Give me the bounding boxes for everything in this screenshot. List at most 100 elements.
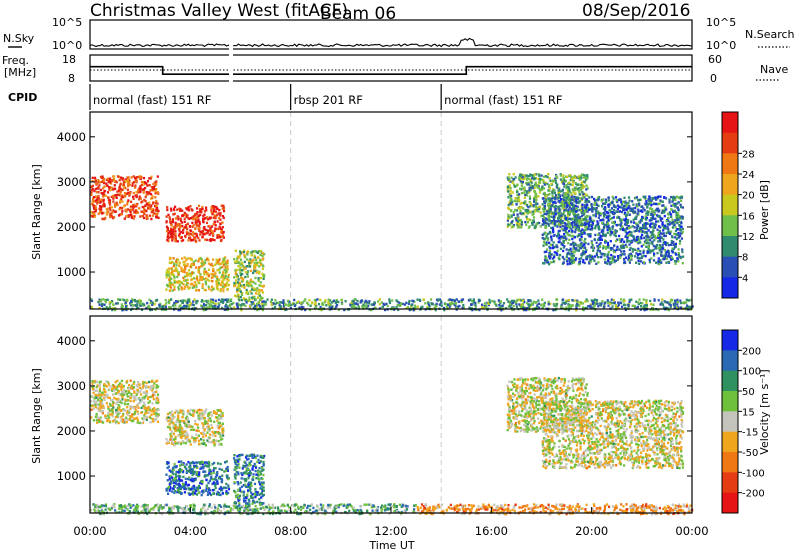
- range-gate-cell: [640, 228, 642, 230]
- range-gate-cell: [672, 226, 674, 228]
- date-label: 08/Sep/2016: [582, 1, 690, 21]
- range-gate-cell: [93, 207, 95, 209]
- range-gate-cell: [130, 214, 132, 216]
- range-gate-cell: [681, 196, 683, 198]
- range-gate-cell: [214, 221, 216, 223]
- range-gate-cell: [304, 298, 306, 300]
- range-gate-cell: [627, 211, 629, 213]
- range-gate-cell: [617, 302, 619, 304]
- range-gate-cell: [591, 196, 593, 198]
- range-gate-cell: [634, 305, 636, 307]
- range-gate-cell: [191, 222, 193, 224]
- range-gate-cell: [574, 189, 576, 191]
- range-gate-cell: [562, 206, 564, 208]
- range-gate-cell: [577, 301, 579, 303]
- range-gate-cell: [240, 274, 242, 276]
- range-gate-cell: [613, 251, 615, 253]
- range-gate-cell: [174, 239, 176, 241]
- range-gate-cell: [90, 194, 92, 196]
- range-gate-cell: [177, 259, 179, 261]
- range-gate-cell: [634, 249, 636, 251]
- range-gate-cell: [97, 179, 99, 181]
- range-gate-cell: [565, 301, 567, 303]
- range-gate-cell: [562, 250, 564, 252]
- colorbar-tick-label: 28: [742, 149, 755, 160]
- range-gate-cell: [201, 279, 203, 281]
- range-gate-cell: [222, 271, 224, 273]
- range-gate-cell: [559, 254, 561, 256]
- range-gate-cell: [651, 243, 653, 245]
- range-gate-cell: [580, 301, 582, 303]
- range-gate-cell: [652, 223, 654, 225]
- range-gate-cell: [150, 218, 152, 220]
- range-gate-cell: [565, 192, 567, 194]
- range-gate-cell: [664, 227, 666, 229]
- range-gate-cell: [341, 303, 343, 305]
- range-gate-cell: [203, 233, 205, 235]
- range-gate-cell: [185, 275, 187, 277]
- range-gate-cell: [659, 260, 661, 262]
- range-gate-cell: [140, 176, 142, 178]
- range-gate-cell: [561, 221, 563, 223]
- range-gate-cell: [187, 263, 189, 265]
- range-gate-cell: [558, 241, 560, 243]
- range-gate-cell: [221, 205, 223, 207]
- range-gate-cell: [625, 218, 627, 220]
- range-gate-cell: [212, 232, 214, 234]
- range-gate-cell: [583, 181, 585, 183]
- range-gate-cell: [136, 300, 138, 302]
- range-gate-cell: [399, 304, 401, 306]
- range-gate-cell: [558, 208, 560, 210]
- range-gate-cell: [508, 173, 510, 175]
- range-gate-cell: [321, 303, 323, 305]
- range-gate-cell: [549, 220, 551, 222]
- range-gate-cell: [574, 231, 576, 233]
- range-gate-cell: [632, 250, 634, 252]
- range-gate-cell: [320, 306, 322, 308]
- range-gate-cell: [212, 305, 214, 307]
- range-gate-cell: [621, 238, 623, 240]
- range-gate-cell: [586, 216, 588, 218]
- range-gate-cell: [265, 303, 267, 305]
- range-gate-cell: [567, 242, 569, 244]
- range-gate-cell: [201, 299, 203, 301]
- range-gate-cell: [527, 221, 529, 223]
- range-gate-cell: [557, 217, 559, 219]
- range-gate-cell: [189, 205, 191, 207]
- range-gate-cell: [523, 202, 525, 204]
- range-gate-cell: [172, 229, 174, 231]
- range-gate-cell: [199, 208, 201, 210]
- range-gate-cell: [619, 228, 621, 230]
- range-gate-cell: [587, 233, 589, 235]
- range-gate-cell: [169, 283, 171, 285]
- range-gate-cell: [589, 258, 591, 260]
- range-gate-cell: [179, 281, 181, 283]
- range-gate-cell: [540, 304, 542, 306]
- range-gate-cell: [551, 239, 553, 241]
- range-gate-cell: [566, 248, 568, 250]
- range-gate-cell: [417, 299, 419, 301]
- range-gate-cell: [607, 244, 609, 246]
- range-gate-cell: [648, 195, 650, 197]
- range-gate-cell: [170, 298, 172, 300]
- range-gate-cell: [102, 195, 104, 197]
- range-gate-cell: [447, 304, 449, 306]
- range-gate-cell: [542, 262, 544, 264]
- range-gate-cell: [215, 224, 217, 226]
- range-gate-cell: [572, 251, 574, 253]
- range-gate-cell: [205, 300, 207, 302]
- range-gate-cell: [681, 248, 683, 250]
- range-gate-cell: [200, 305, 202, 307]
- range-gate-cell: [183, 261, 185, 263]
- range-gate-cell: [282, 302, 284, 304]
- range-gate-cell: [190, 279, 192, 281]
- range-gate-cell: [242, 278, 244, 280]
- range-gate-cell: [410, 304, 412, 306]
- range-gate-cell: [515, 176, 517, 178]
- range-gate-cell: [119, 208, 121, 210]
- range-gate-cell: [605, 240, 607, 242]
- range-gate-cell: [588, 262, 590, 264]
- range-gate-cell: [682, 262, 684, 264]
